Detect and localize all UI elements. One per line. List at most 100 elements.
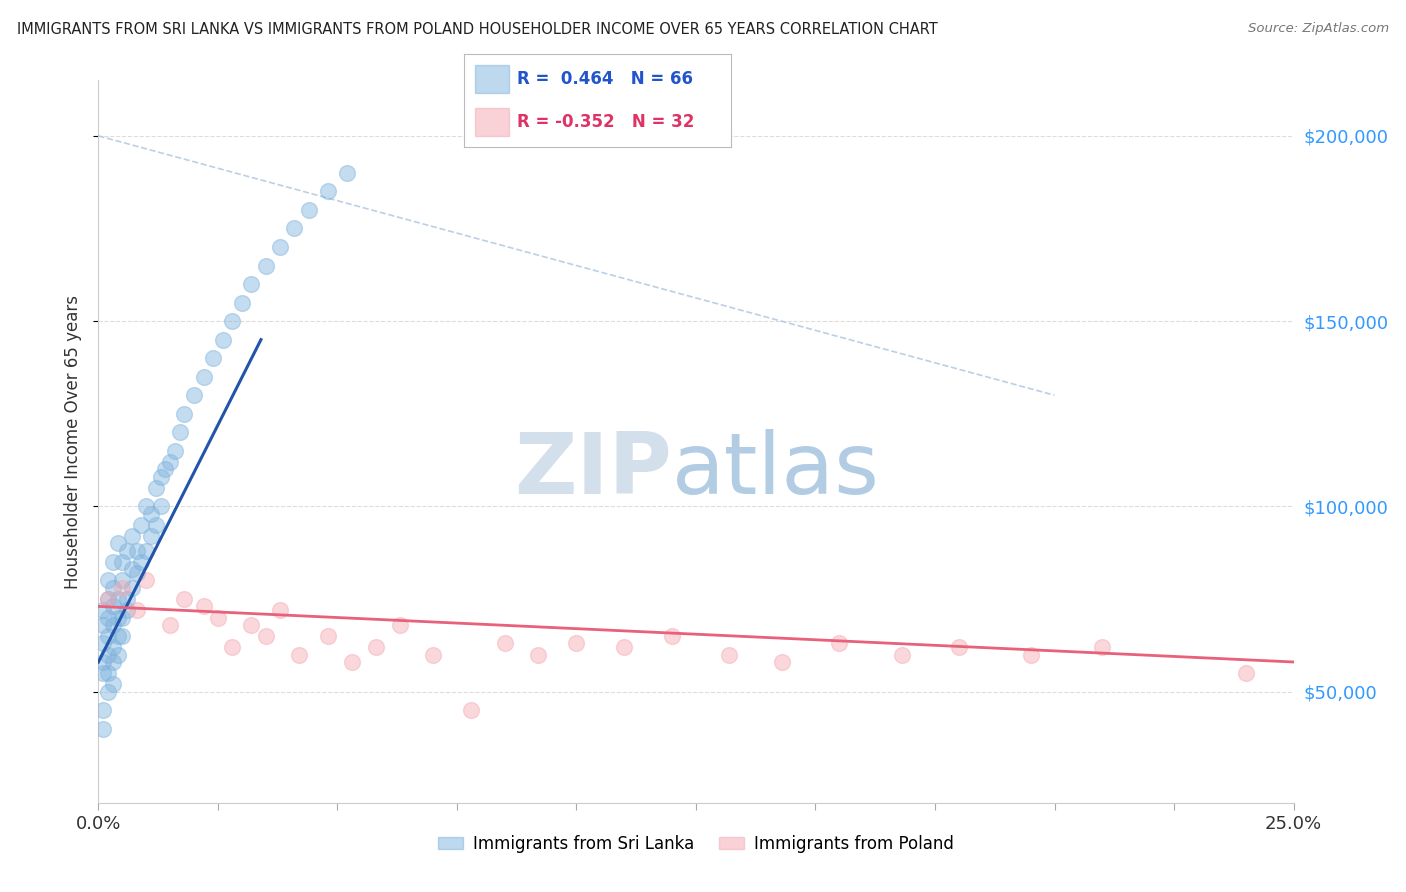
Point (1091, 640, 1114, 655)
Point (111, 555, 134, 569)
Point (121, 581, 143, 595)
Point (135, 500, 157, 514)
Point (231, 295, 253, 310)
Point (97, 666, 120, 681)
Point (565, 636, 588, 650)
Point (159, 618, 181, 632)
Point (254, 629, 277, 643)
Point (145, 517, 167, 532)
Point (149, 469, 172, 483)
Point (494, 636, 516, 650)
Point (101, 581, 124, 595)
Text: R =  0.464   N = 66: R = 0.464 N = 66 (517, 70, 693, 87)
Point (121, 529, 143, 543)
Point (111, 574, 134, 588)
FancyBboxPatch shape (475, 65, 509, 93)
Point (111, 581, 134, 595)
Point (91, 655, 114, 669)
Point (125, 566, 148, 580)
Point (948, 640, 970, 655)
Point (163, 443, 186, 458)
Point (97, 610, 120, 624)
Point (139, 529, 162, 543)
Point (718, 648, 741, 662)
Point (97, 684, 120, 698)
Point (115, 544, 138, 558)
Point (101, 640, 124, 655)
Point (97, 629, 120, 643)
Point (298, 202, 321, 217)
Point (269, 240, 291, 254)
Point (527, 648, 550, 662)
Point (97, 592, 120, 607)
Point (107, 536, 129, 550)
Point (155, 462, 177, 476)
Point (121, 562, 143, 576)
Point (202, 351, 225, 366)
Point (169, 425, 191, 440)
Point (97, 574, 120, 588)
Legend: Immigrants from Sri Lanka, Immigrants from Poland: Immigrants from Sri Lanka, Immigrants fr… (432, 828, 960, 860)
Point (240, 618, 263, 632)
Point (254, 259, 277, 273)
Point (207, 610, 229, 624)
Point (101, 618, 124, 632)
Text: ZIP: ZIP (515, 429, 672, 512)
Point (111, 610, 134, 624)
Point (97, 648, 120, 662)
Point (107, 629, 129, 643)
Point (211, 333, 233, 347)
Text: atlas: atlas (672, 429, 880, 512)
Point (1019, 648, 1042, 662)
Point (283, 221, 305, 235)
Point (288, 648, 311, 662)
Point (107, 592, 129, 607)
Point (173, 592, 195, 607)
FancyBboxPatch shape (475, 108, 509, 136)
Point (115, 603, 138, 617)
Point (91, 722, 114, 736)
Text: R = -0.352   N = 32: R = -0.352 N = 32 (517, 113, 695, 131)
Point (422, 648, 444, 662)
Point (460, 703, 482, 717)
Point (828, 636, 851, 650)
Point (336, 166, 359, 180)
Point (91, 603, 114, 617)
Point (139, 507, 162, 521)
Point (613, 640, 636, 655)
Point (135, 574, 157, 588)
Point (770, 655, 793, 669)
Point (149, 500, 172, 514)
Point (340, 655, 363, 669)
Point (101, 599, 124, 614)
Point (115, 592, 138, 607)
Point (91, 666, 114, 681)
Point (1234, 666, 1257, 681)
Point (101, 677, 124, 691)
Point (101, 655, 124, 669)
Point (131, 517, 153, 532)
Point (388, 618, 411, 632)
Point (183, 388, 205, 402)
Point (364, 640, 387, 655)
Point (91, 636, 114, 650)
Point (101, 555, 124, 569)
Text: IMMIGRANTS FROM SRI LANKA VS IMMIGRANTS FROM POLAND HOUSEHOLDER INCOME OVER 65 Y: IMMIGRANTS FROM SRI LANKA VS IMMIGRANTS … (17, 22, 938, 37)
Point (131, 555, 153, 569)
Point (221, 640, 243, 655)
Text: Source: ZipAtlas.com: Source: ZipAtlas.com (1249, 22, 1389, 36)
Y-axis label: Householder Income Over 65 years: Householder Income Over 65 years (65, 294, 83, 589)
Point (316, 629, 339, 643)
Point (240, 277, 263, 291)
Point (890, 648, 912, 662)
Point (145, 481, 167, 495)
Point (107, 610, 129, 624)
Point (193, 599, 215, 614)
Point (316, 185, 339, 199)
Point (135, 544, 157, 558)
Point (91, 703, 114, 717)
Point (107, 648, 129, 662)
Point (97, 592, 120, 607)
Point (221, 314, 243, 328)
Point (159, 455, 181, 469)
